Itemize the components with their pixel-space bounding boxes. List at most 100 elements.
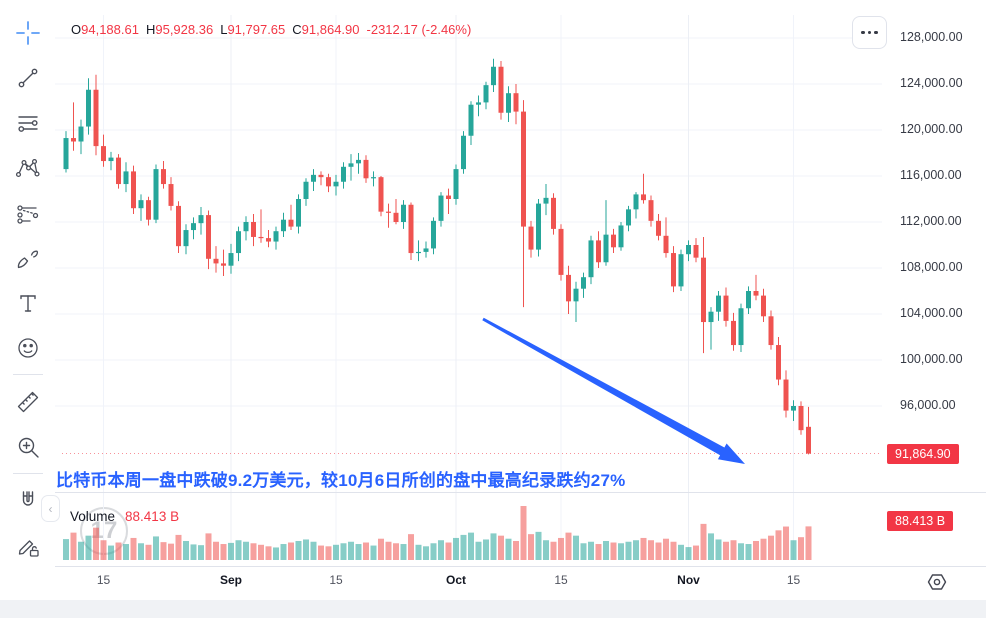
volume-bar: [730, 540, 737, 560]
candle-body: [101, 146, 106, 162]
volume-bar: [400, 544, 407, 560]
candle-body: [693, 245, 699, 258]
more-options-button[interactable]: [852, 16, 887, 49]
open-value: 94,188.61: [81, 22, 139, 37]
text-tool[interactable]: [8, 280, 48, 325]
volume-bar: [475, 541, 482, 560]
candle-body: [708, 311, 714, 323]
candle-body: [423, 248, 429, 252]
volume-bar: [153, 536, 159, 560]
brush-tool[interactable]: [8, 235, 48, 280]
candle-body: [498, 66, 504, 113]
candle-body: [573, 288, 579, 302]
ruler-tool[interactable]: [8, 379, 48, 424]
volume-bar: [85, 535, 92, 560]
candle-body: [71, 138, 76, 142]
candle-body: [236, 231, 241, 254]
emoji-tool[interactable]: [8, 325, 48, 370]
volume-bar: [648, 540, 654, 560]
toolbar-collapse-button[interactable]: ‹: [41, 495, 60, 522]
candle-body: [483, 85, 489, 103]
fib-retracement-tool[interactable]: [8, 100, 48, 145]
volume-bar: [625, 541, 632, 560]
xabcd-pattern-tool[interactable]: [8, 145, 48, 190]
candle-body: [618, 225, 624, 248]
candle-body: [416, 251, 421, 254]
volume-bar: [678, 544, 684, 560]
candles: [63, 58, 811, 455]
volume-bar: [738, 543, 744, 560]
time-tick-label: 15: [96, 573, 111, 587]
projection-icon: [16, 204, 38, 224]
candle-body: [228, 253, 234, 266]
candle-body: [258, 236, 264, 239]
candle-body: [783, 379, 789, 411]
zoom-in-tool[interactable]: [8, 424, 48, 469]
toolbar-divider: [12, 473, 43, 474]
close-value: 91,864.90: [301, 22, 360, 37]
candle-body: [461, 135, 466, 170]
volume-bar: [573, 535, 579, 560]
candle-body: [251, 222, 256, 237]
volume-bar: [198, 545, 204, 560]
volume-bar: [130, 537, 137, 560]
candle-body: [431, 220, 436, 249]
volume-bar: [708, 533, 714, 560]
volume-bar: [588, 541, 594, 560]
candle-body: [138, 200, 144, 209]
candle-body: [146, 200, 151, 220]
volume-bar: [265, 546, 272, 560]
candle-body: [753, 291, 759, 296]
volume-bar: [93, 527, 99, 560]
volume-bar: [258, 544, 264, 560]
candle-body: [198, 215, 204, 224]
volume-bar: [370, 545, 377, 560]
volume-bar: [423, 546, 429, 560]
candle-body: [671, 253, 676, 287]
volume-bar: [693, 545, 699, 560]
candle-body: [551, 197, 556, 229]
toolbar-divider: [12, 374, 43, 375]
volume-bar: [565, 532, 572, 560]
time-axis[interactable]: 15 Sep 15 Oct 15 Nov 15: [55, 566, 986, 600]
candle-body: [86, 89, 91, 127]
annotation-arrow[interactable]: [482, 317, 745, 464]
volume-bar: [318, 545, 324, 560]
drawing-lock-tool[interactable]: [8, 523, 48, 568]
volume-bar: [715, 539, 722, 560]
open-label: O: [71, 22, 82, 37]
candle-body: [161, 169, 166, 185]
candle-body: [513, 93, 519, 112]
candle-body: [438, 195, 444, 221]
pane-divider[interactable]: [55, 492, 986, 493]
volume-bar: [723, 541, 729, 560]
volume-bar: [235, 540, 242, 560]
trend-line-tool[interactable]: [8, 55, 48, 100]
volume-bar: [610, 542, 617, 560]
candle-body: [648, 200, 654, 221]
projection-tool[interactable]: [8, 190, 48, 235]
candle-body: [731, 320, 736, 346]
crosshair-icon: [15, 20, 40, 45]
volume-bar: [685, 547, 692, 560]
candle-body: [633, 194, 639, 210]
candle-body: [776, 345, 781, 380]
crosshair-tool[interactable]: [8, 10, 48, 55]
candle-body: [123, 171, 129, 185]
volume-bar: [798, 537, 804, 560]
last-price-label: 91,864.90: [887, 443, 959, 464]
candle-body: [678, 254, 684, 287]
time-tick-label: 15: [554, 573, 568, 587]
ruler-icon: [17, 391, 38, 412]
brush-icon: [17, 250, 38, 268]
change-value: -2312.17 (-2.46%): [366, 22, 472, 37]
chart-settings-button[interactable]: [926, 571, 948, 598]
price-axis[interactable]: 91,864.90 88.413 B 128,000.00 124,000.00 1…: [882, 0, 986, 600]
price-tick-label: 100,000.00: [900, 352, 963, 366]
candle-body: [453, 169, 459, 199]
volume-bar: [445, 542, 452, 560]
candle-body: [281, 219, 286, 232]
time-tick-label: 15: [329, 573, 343, 587]
magnet-tool[interactable]: [8, 478, 48, 523]
